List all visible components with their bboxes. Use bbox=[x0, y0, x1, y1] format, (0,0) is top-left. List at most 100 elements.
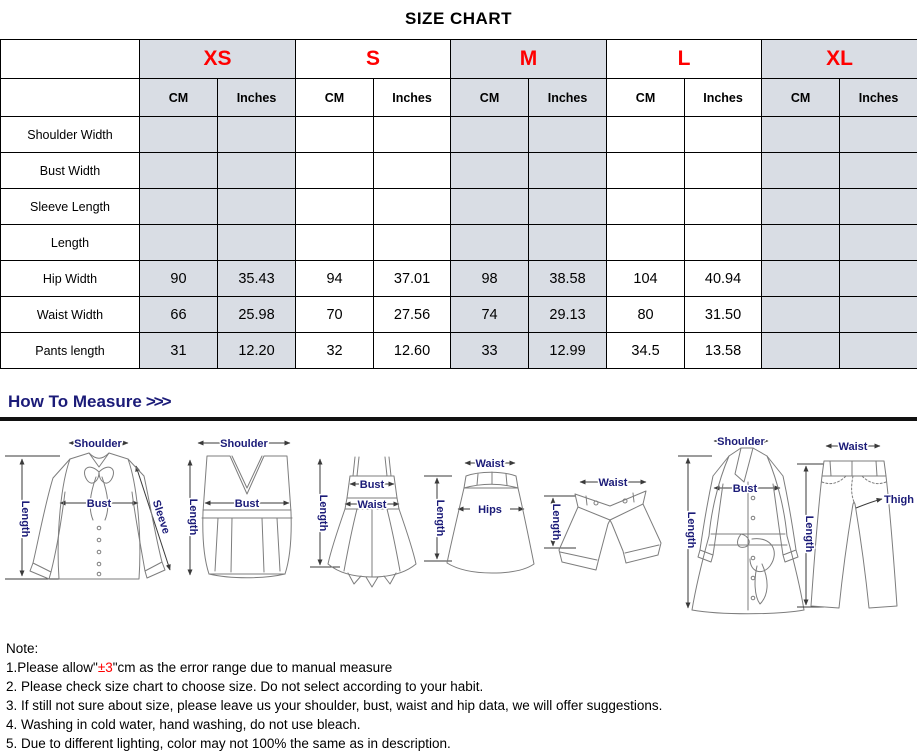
measure-label-waist: Waist bbox=[599, 477, 628, 489]
unit-header: Inches bbox=[373, 78, 452, 117]
value-cell bbox=[761, 296, 841, 333]
value-cell bbox=[216, 116, 297, 153]
value-cell: 12.60 bbox=[373, 332, 452, 369]
measure-label-shoulder: Shoulder bbox=[74, 438, 122, 450]
unit-header: CM bbox=[139, 78, 218, 117]
value-cell bbox=[528, 116, 608, 153]
value-cell: 98 bbox=[450, 260, 530, 297]
value-cell: 25.98 bbox=[216, 296, 297, 333]
value-cell bbox=[761, 152, 841, 189]
value-cell: 35.43 bbox=[216, 260, 297, 297]
row-label: Shoulder Width bbox=[0, 116, 140, 153]
value-cell bbox=[606, 188, 686, 225]
value-cell: 27.56 bbox=[373, 296, 452, 333]
measure-label-length: Length bbox=[434, 500, 446, 537]
corner-cell bbox=[0, 78, 140, 117]
size-header-m: M bbox=[450, 39, 608, 79]
value-cell bbox=[295, 152, 375, 189]
corner-cell bbox=[0, 39, 140, 79]
unit-header: CM bbox=[295, 78, 375, 117]
value-cell: 90 bbox=[139, 260, 218, 297]
note-item-4: 4. Washing in cold water, hand washing, … bbox=[6, 717, 361, 732]
value-cell bbox=[295, 224, 375, 261]
value-cell bbox=[684, 152, 763, 189]
notes-section: Note: 1.Please allow"±3"cm as the error … bbox=[0, 633, 917, 753]
value-cell bbox=[139, 152, 218, 189]
measure-label-bust: Bust bbox=[87, 498, 112, 510]
measurement-diagrams: Shoulder Bust Length Sleeve Shoulder Bus… bbox=[5, 435, 916, 615]
value-cell bbox=[373, 116, 452, 153]
value-cell: 12.99 bbox=[528, 332, 608, 369]
note-item-5: 5. Due to different lighting, color may … bbox=[6, 736, 451, 751]
measure-label-length: Length bbox=[317, 495, 329, 532]
value-cell bbox=[761, 116, 841, 153]
value-cell bbox=[216, 188, 297, 225]
unit-header: Inches bbox=[684, 78, 763, 117]
blouse-diagram: Shoulder Bust Length Sleeve bbox=[5, 437, 173, 580]
value-cell bbox=[450, 152, 530, 189]
value-cell bbox=[761, 224, 841, 261]
value-cell bbox=[528, 224, 608, 261]
note-text: "cm as the error range due to manual mea… bbox=[112, 660, 393, 675]
measure-label-length: Length bbox=[550, 504, 562, 541]
size-header-s: S bbox=[295, 39, 452, 79]
notes-heading: Note: bbox=[6, 641, 39, 656]
note-item-2: 2. Please check size chart to choose siz… bbox=[6, 679, 484, 694]
measure-label-length: Length bbox=[187, 499, 199, 536]
unit-header: CM bbox=[761, 78, 841, 117]
value-cell bbox=[684, 224, 763, 261]
value-cell bbox=[839, 296, 917, 333]
value-cell bbox=[450, 188, 530, 225]
value-cell bbox=[839, 116, 917, 153]
value-cell bbox=[216, 224, 297, 261]
value-cell bbox=[373, 188, 452, 225]
dress-diagram: Bust Waist Length bbox=[310, 456, 417, 588]
value-cell bbox=[216, 152, 297, 189]
note-item-1: 1.Please allow"±3"cm as the error range … bbox=[6, 658, 909, 677]
unit-header: CM bbox=[450, 78, 530, 117]
value-cell bbox=[839, 224, 917, 261]
value-cell: 104 bbox=[606, 260, 686, 297]
skirt-diagram: Waist Hips Length bbox=[424, 457, 535, 574]
value-cell bbox=[528, 188, 608, 225]
value-cell bbox=[761, 260, 841, 297]
value-cell bbox=[839, 260, 917, 297]
value-cell bbox=[139, 224, 218, 261]
value-cell bbox=[839, 152, 917, 189]
measure-label-length: Length bbox=[685, 512, 697, 549]
unit-header: CM bbox=[606, 78, 686, 117]
value-cell bbox=[139, 188, 218, 225]
note-text: 1.Please allow" bbox=[6, 660, 98, 675]
row-label: Pants length bbox=[0, 332, 140, 369]
value-cell bbox=[528, 152, 608, 189]
size-header-xl: XL bbox=[761, 39, 917, 79]
value-cell bbox=[684, 188, 763, 225]
row-label: Length bbox=[0, 224, 140, 261]
page-title: SIZE CHART bbox=[405, 9, 512, 28]
value-cell: 38.58 bbox=[528, 260, 608, 297]
unit-header: Inches bbox=[216, 78, 297, 117]
value-cell: 34.5 bbox=[606, 332, 686, 369]
value-cell bbox=[761, 332, 841, 369]
chevron-arrows-icon: >>> bbox=[145, 392, 172, 411]
value-cell: 40.94 bbox=[684, 260, 763, 297]
value-cell bbox=[139, 116, 218, 153]
measure-label-bust: Bust bbox=[360, 479, 385, 491]
heading-text: How To Measure bbox=[8, 392, 142, 411]
value-cell bbox=[373, 224, 452, 261]
value-cell: 70 bbox=[295, 296, 375, 333]
unit-header: Inches bbox=[528, 78, 608, 117]
pants-diagram: Waist Thigh Length bbox=[797, 440, 916, 609]
value-cell bbox=[450, 116, 530, 153]
row-label: Hip Width bbox=[0, 260, 140, 297]
value-cell: 29.13 bbox=[528, 296, 608, 333]
size-header-l: L bbox=[606, 39, 763, 79]
measure-label-length: Length bbox=[803, 516, 815, 553]
note-highlight: ±3 bbox=[97, 660, 113, 675]
value-cell: 74 bbox=[450, 296, 530, 333]
measure-label-bust: Bust bbox=[733, 483, 758, 495]
value-cell: 80 bbox=[606, 296, 686, 333]
measure-label-bust: Bust bbox=[235, 498, 260, 510]
row-label: Waist Width bbox=[0, 296, 140, 333]
value-cell bbox=[295, 116, 375, 153]
